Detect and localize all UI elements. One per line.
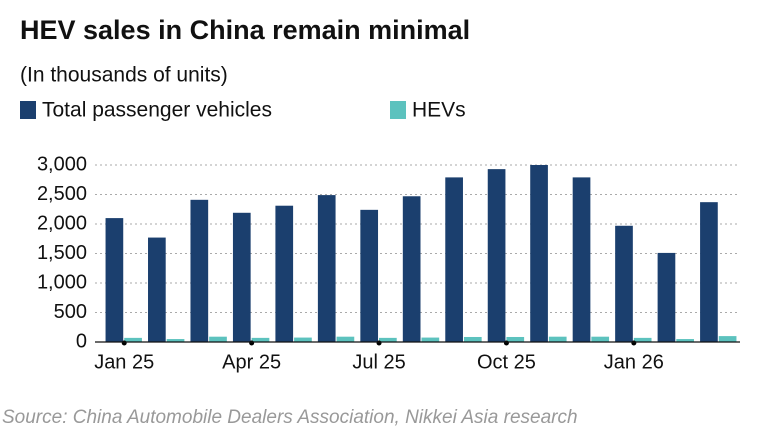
bar — [251, 337, 270, 342]
bar — [530, 165, 548, 342]
bar — [190, 199, 209, 342]
bar — [317, 195, 336, 342]
legend-label: Total passenger vehicles — [42, 99, 272, 122]
legend-swatch — [20, 101, 36, 119]
bar — [487, 169, 506, 342]
source-note: Source: China Automobile Dealers Associa… — [2, 407, 578, 428]
x-tick-label: Jul 25 — [352, 351, 405, 373]
bar — [718, 336, 737, 342]
bar — [294, 337, 312, 342]
y-tick-label: 0 — [76, 330, 87, 352]
x-tick-dot — [249, 340, 255, 346]
legend-swatch — [390, 101, 406, 119]
bar — [336, 336, 355, 342]
bar — [615, 225, 633, 342]
chart-subtitle: (In thousands of units) — [20, 64, 228, 87]
y-tick-label: 500 — [54, 301, 87, 323]
x-tick-dot — [121, 340, 127, 346]
bar — [275, 205, 294, 342]
bar — [676, 339, 694, 342]
y-tick-label: 3,000 — [37, 153, 87, 175]
chart-title: HEV sales in China remain minimal — [20, 15, 470, 45]
x-tick-dot — [631, 340, 637, 346]
bar — [548, 336, 567, 342]
y-tick-label: 2,500 — [37, 183, 87, 205]
y-tick-label: 1,000 — [37, 271, 87, 293]
bar — [124, 337, 142, 342]
bar — [148, 237, 166, 342]
bar — [105, 218, 124, 342]
bar — [506, 336, 525, 342]
bar — [166, 339, 185, 342]
bar — [591, 336, 610, 342]
bar — [572, 177, 591, 342]
bar — [209, 336, 227, 342]
x-tick-label: Jan 25 — [94, 351, 154, 373]
bar — [633, 337, 652, 342]
x-tick-label: Jan 26 — [604, 351, 664, 373]
bar — [657, 252, 676, 342]
bar — [463, 336, 482, 342]
y-tick-label: 1,500 — [37, 242, 87, 264]
bar — [421, 337, 440, 342]
bar — [379, 337, 397, 342]
x-tick-label: Apr 25 — [222, 351, 281, 373]
x-tick-dot — [376, 340, 382, 346]
x-tick-label: Oct 25 — [477, 351, 536, 373]
bar — [402, 196, 421, 342]
x-tick-dot — [503, 340, 509, 346]
bar — [360, 209, 379, 342]
bar — [445, 177, 463, 342]
y-tick-label: 2,000 — [37, 212, 87, 234]
bar — [700, 202, 718, 342]
legend-label: HEVs — [412, 99, 466, 122]
bar — [232, 212, 251, 342]
